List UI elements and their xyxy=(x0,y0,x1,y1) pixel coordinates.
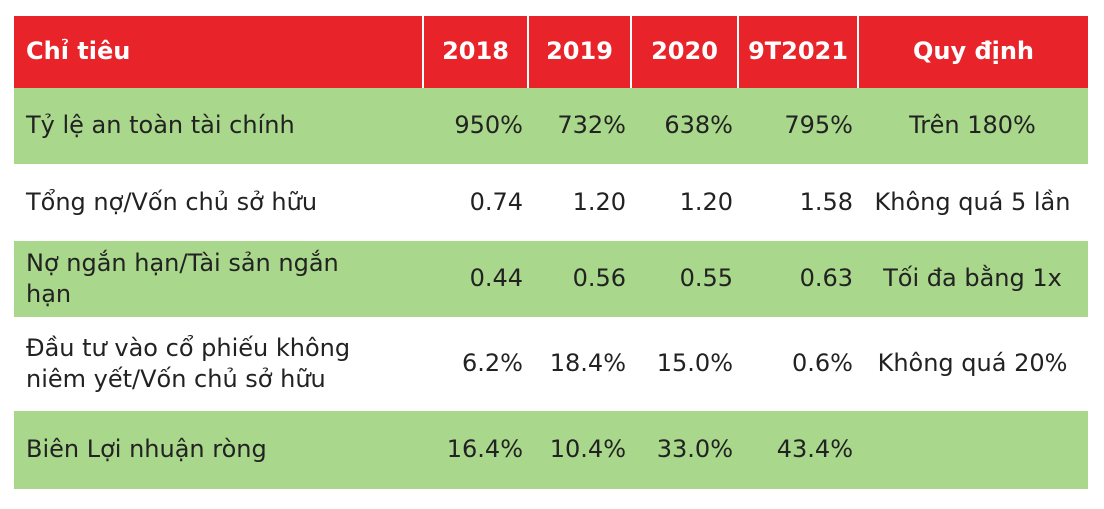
row-label: Biên Lợi nhuận ròng xyxy=(14,411,422,489)
row-label: Đầu tư vào cổ phiếu không niêm yết/Vốn c… xyxy=(26,333,351,393)
table-cell: 0.55 xyxy=(630,241,737,317)
table-cell: 1.20 xyxy=(679,187,733,216)
table-cell: 16.4% xyxy=(422,411,527,489)
table-cell: 6.2% xyxy=(462,349,523,378)
table-cell: 15.0% xyxy=(656,349,733,378)
table-cell xyxy=(857,411,1088,489)
table-cell: 10.4% xyxy=(527,411,630,489)
table-cell: 0.74 xyxy=(469,187,523,216)
header-cell: 2019 xyxy=(527,16,630,88)
table-cell: Tối đa bằng 1x xyxy=(857,241,1088,317)
table-cell: Không quá 5 lần xyxy=(874,187,1071,216)
header-cell: 2018 xyxy=(422,16,527,88)
header-cell: Quy định xyxy=(857,16,1088,88)
header-cell: Chỉ tiêu xyxy=(14,16,422,88)
row-label: Tỷ lệ an toàn tài chính xyxy=(14,88,422,164)
table-cell: 950% xyxy=(422,88,527,164)
table-cell: 18.4% xyxy=(549,349,626,378)
table-cell: Trên 180% xyxy=(857,88,1088,164)
table-cell: 43.4% xyxy=(737,411,857,489)
table-cell: 732% xyxy=(527,88,630,164)
table-cell: 33.0% xyxy=(630,411,737,489)
table-cell: 795% xyxy=(737,88,857,164)
row-label: Nợ ngắn hạn/Tài sản ngắn hạn xyxy=(14,241,422,317)
table-cell: 0.6% xyxy=(792,349,853,378)
table-cell: 0.63 xyxy=(737,241,857,317)
row-label: Tổng nợ/Vốn chủ sở hữu xyxy=(26,187,318,216)
table-cell: 638% xyxy=(630,88,737,164)
table-cell: 0.44 xyxy=(422,241,527,317)
table-cell: 1.20 xyxy=(572,187,626,216)
table-cell: 1.58 xyxy=(799,187,853,216)
table: Chỉ tiêu 2018 2019 2020 9T2021 Quy định Tỷ lệ … xyxy=(14,16,1088,489)
table-cell: 0.56 xyxy=(527,241,630,317)
header-cell: 2020 xyxy=(630,16,737,88)
header-cell: 9T2021 xyxy=(737,16,857,88)
table-cell: Không quá 20% xyxy=(877,349,1068,378)
